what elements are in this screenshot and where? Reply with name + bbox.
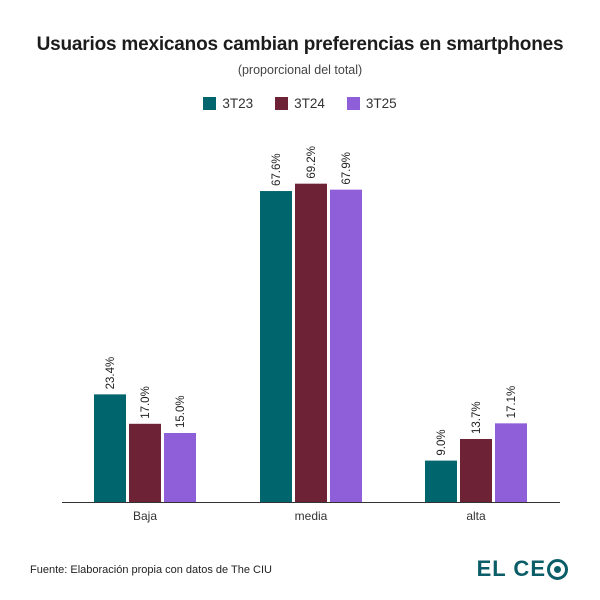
- x-tick-label-baja: Baja: [133, 509, 157, 523]
- x-tick-label-alta: alta: [466, 509, 486, 523]
- legend-swatch-3t23: [203, 97, 217, 110]
- legend-swatch-3t25: [346, 97, 360, 110]
- chart-title: Usuarios mexicanos cambian preferencias …: [36, 34, 564, 55]
- data-label-baja-3t24: 17.0%: [140, 386, 152, 419]
- bar-media-3t25: [330, 189, 362, 502]
- logo-text: EL CE: [476, 556, 546, 581]
- logo-o-icon: [547, 558, 568, 580]
- bar-alta-3t25: [495, 423, 527, 502]
- data-label-baja-3t25: 15.0%: [175, 395, 187, 428]
- el-ceo-logo: EL CE: [477, 556, 568, 582]
- bar-baja-3t23: [94, 394, 126, 502]
- data-label-baja-3t23: 23.4%: [105, 357, 117, 390]
- data-label-alta-3t25: 17.1%: [506, 386, 518, 419]
- legend-label-3t25: 3T25: [365, 96, 397, 111]
- chart-subtitle: (proporcional del total): [237, 63, 363, 77]
- legend: 3T23 3T24 3T25: [0, 96, 600, 111]
- legend-item-3t24: 3T24: [275, 96, 325, 111]
- legend-item-3t25: 3T25: [346, 96, 397, 111]
- bar-baja-3t25: [164, 433, 196, 502]
- bar-alta-3t23: [425, 460, 457, 502]
- bar-baja-3t24: [129, 423, 161, 502]
- bar-media-3t23: [260, 191, 292, 503]
- legend-label-3t23: 3T23: [222, 96, 254, 111]
- data-label-alta-3t24: 13.7%: [471, 401, 483, 434]
- bar-alta-3t24: [460, 438, 492, 502]
- data-label-media-3t25: 67.9%: [341, 152, 353, 185]
- legend-item-3t23: 3T23: [203, 96, 253, 111]
- legend-label-3t24: 3T24: [294, 96, 325, 111]
- bar-media-3t24: [295, 183, 327, 502]
- data-label-media-3t23: 67.6%: [271, 153, 283, 186]
- x-tick-label-media: media: [295, 509, 328, 523]
- source-note: Fuente: Elaboración propia con datos de …: [30, 564, 272, 576]
- data-label-alta-3t23: 9.0%: [436, 429, 448, 455]
- legend-swatch-3t24: [275, 97, 289, 110]
- data-label-media-3t24: 69.2%: [306, 146, 318, 179]
